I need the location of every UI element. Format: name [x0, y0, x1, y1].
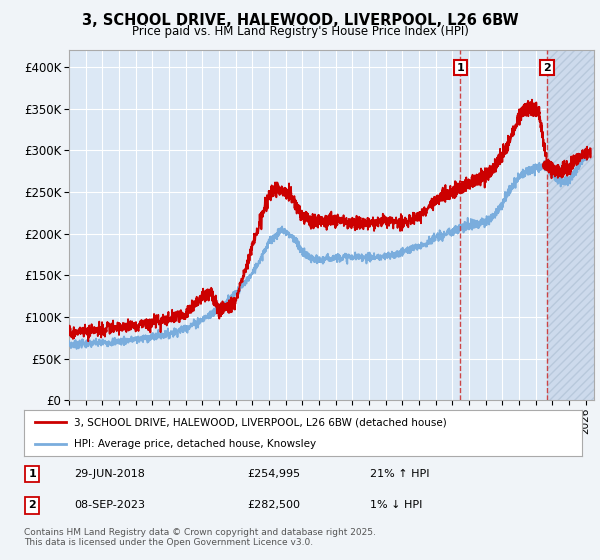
Text: 29-JUN-2018: 29-JUN-2018 [74, 469, 145, 479]
Text: 3, SCHOOL DRIVE, HALEWOOD, LIVERPOOL, L26 6BW: 3, SCHOOL DRIVE, HALEWOOD, LIVERPOOL, L2… [82, 13, 518, 29]
Text: 1% ↓ HPI: 1% ↓ HPI [370, 501, 422, 511]
Text: £254,995: £254,995 [247, 469, 301, 479]
Bar [547, 50, 594, 400]
Text: Price paid vs. HM Land Registry's House Price Index (HPI): Price paid vs. HM Land Registry's House … [131, 25, 469, 38]
Text: 2: 2 [543, 63, 551, 73]
Text: HPI: Average price, detached house, Knowsley: HPI: Average price, detached house, Know… [74, 439, 316, 449]
Text: 21% ↑ HPI: 21% ↑ HPI [370, 469, 430, 479]
Text: 1: 1 [457, 63, 464, 73]
Text: 3, SCHOOL DRIVE, HALEWOOD, LIVERPOOL, L26 6BW (detached house): 3, SCHOOL DRIVE, HALEWOOD, LIVERPOOL, L2… [74, 417, 447, 427]
Text: Contains HM Land Registry data © Crown copyright and database right 2025.
This d: Contains HM Land Registry data © Crown c… [24, 528, 376, 547]
Text: 2: 2 [28, 501, 36, 511]
Text: 08-SEP-2023: 08-SEP-2023 [74, 501, 145, 511]
Text: £282,500: £282,500 [247, 501, 300, 511]
Text: 1: 1 [28, 469, 36, 479]
